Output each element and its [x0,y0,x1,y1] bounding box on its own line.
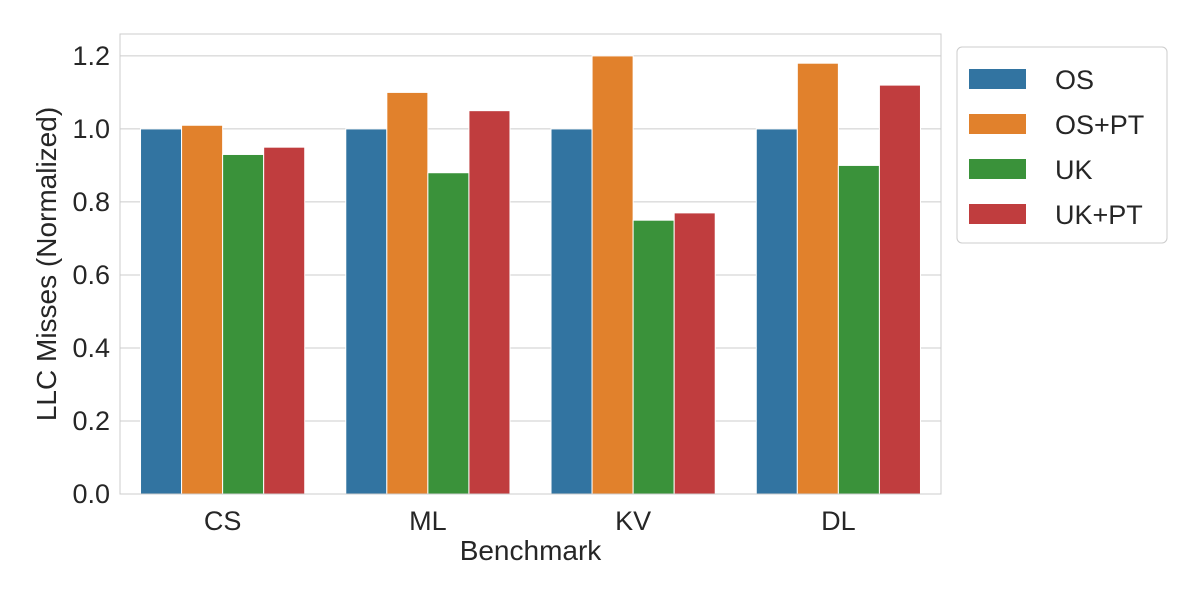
x-tick-label: KV [615,506,651,536]
bar-cs-os-plus-pt [181,124,224,495]
legend-box [956,46,1168,244]
plot-area-frame [119,33,942,495]
bar-dl-uk [837,164,880,495]
y-tick-label: 0.6 [72,260,110,290]
bar-kv-os [550,128,593,495]
legend-label: UK [1055,155,1093,185]
y-tick-label: 0.8 [72,187,110,217]
bar-dl-os [755,128,798,495]
bar-cs-os [140,128,183,495]
y-tick-label: 0.0 [72,479,110,509]
bar-cs-uk [222,153,265,495]
bar-ml-uk-plus-pt [468,110,511,495]
legend-swatch [969,114,1026,134]
legend-swatch [969,69,1026,89]
legend-label: UK+PT [1055,200,1143,230]
x-tick-label: CS [204,506,242,536]
bars [140,55,921,495]
bar-ml-os-plus-pt [386,91,429,495]
bar-dl-os-plus-pt [796,62,839,495]
y-tick-label: 0.2 [72,406,110,436]
y-tick-label: 1.0 [72,114,110,144]
y-axis-label: LLC Misses (Normalized) [31,107,62,421]
bar-cs-uk-plus-pt [263,146,306,495]
bar-kv-uk [632,219,675,495]
bar-ml-os [345,128,388,495]
x-tick-label: ML [409,506,447,536]
x-tick-label: DL [821,506,856,536]
bar-dl-uk-plus-pt [878,84,921,495]
bar-kv-os-plus-pt [591,55,634,495]
bar-kv-uk-plus-pt [673,212,716,495]
legend-swatch [969,204,1026,224]
y-tick-label: 0.4 [72,333,110,363]
y-tick-label: 1.2 [72,41,110,71]
legend-swatch [969,159,1026,179]
legend-label: OS [1055,65,1094,95]
legend: OS OS+PT UK UK+PT [956,46,1168,244]
y-axis-ticks: 0.0 0.2 0.4 0.6 0.8 1.0 1.2 [72,41,110,509]
legend-label: OS+PT [1055,110,1144,140]
x-axis-ticks: CS ML KV DL [204,506,856,536]
bar-ml-uk [427,172,470,495]
x-axis-label: Benchmark [460,535,603,566]
